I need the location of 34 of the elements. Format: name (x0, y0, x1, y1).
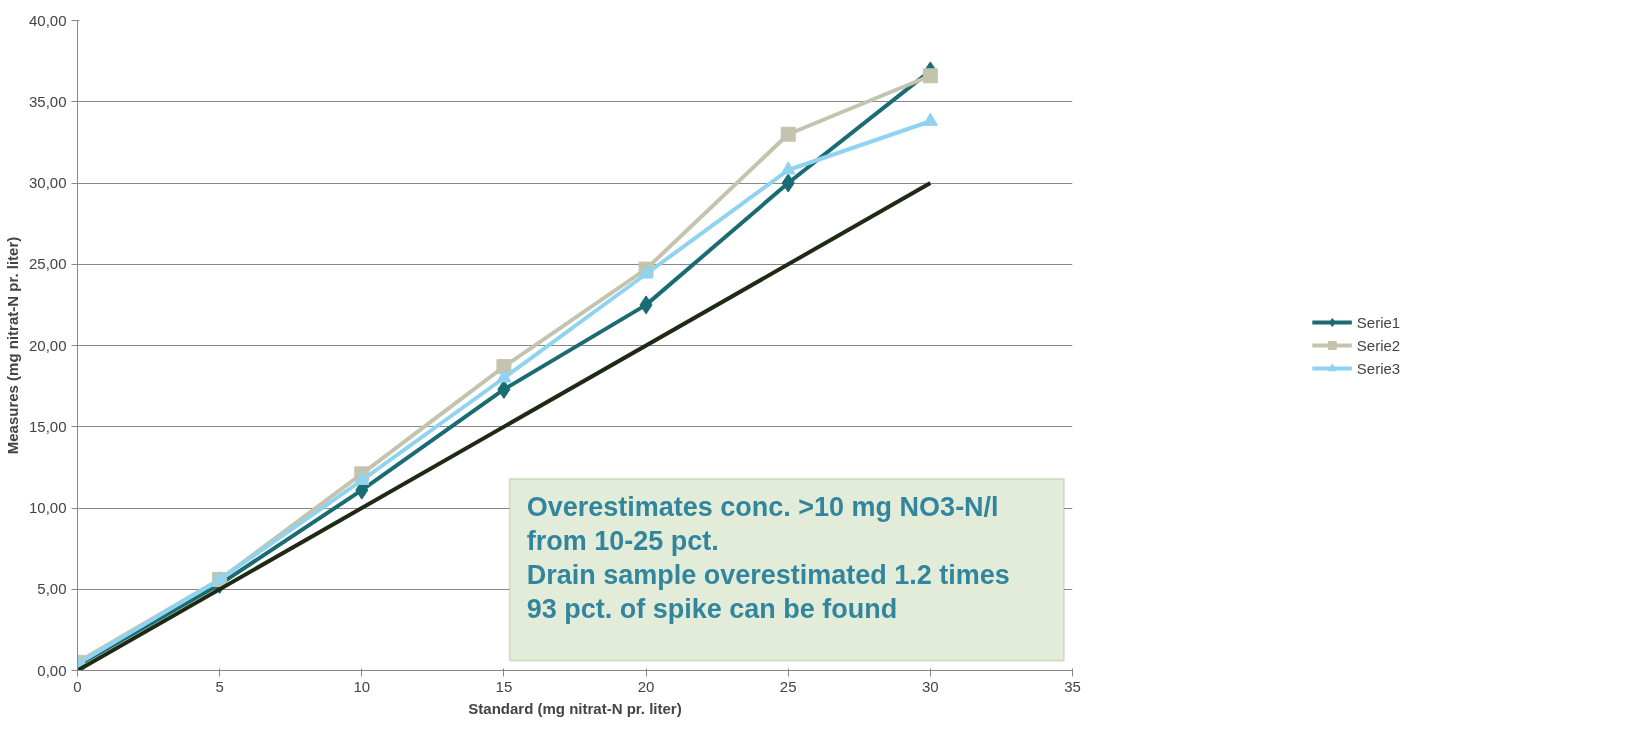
point (354, 471, 370, 485)
point (780, 126, 796, 142)
y-tick-label: 15,00 (28, 417, 67, 435)
legend-label: Serie3 (1356, 359, 1401, 377)
point (922, 112, 938, 126)
y-tick-label: 5,00 (37, 580, 67, 598)
y-tick-label: 30,00 (28, 174, 67, 191)
x-tick-label: 5 (215, 677, 224, 695)
x-tick-label: 20 (637, 677, 655, 695)
annotation: Overestimates conc. >10 mg NO3-N/l from 10-25 pct. (526, 491, 999, 556)
y-tick-label: 0,00 (37, 661, 67, 679)
point (922, 68, 938, 84)
y-tick-label: 20,00 (28, 336, 67, 354)
point (638, 265, 654, 279)
point (781, 173, 795, 193)
y-tick-label: 40,00 (28, 11, 67, 29)
x-tick-label: 0 (73, 677, 82, 695)
annotation: Drain sample overestimated 1.2 times (526, 559, 1010, 590)
legend-label: Serie1 (1356, 313, 1401, 331)
point (780, 161, 796, 175)
x-tick-label: 35 (1064, 677, 1081, 695)
x-tick-label: 15 (495, 677, 513, 695)
point (496, 369, 512, 383)
y-axis-title: Measures (mg nitrat-N pr. liter) (3, 236, 21, 455)
y-tick-label: 10,00 (28, 499, 67, 516)
annotation: 93 pct. of spike can be found (526, 593, 898, 624)
point (639, 295, 653, 315)
legend-label: Serie2 (1356, 336, 1401, 354)
y-tick-label: 35,00 (28, 92, 67, 110)
x-tick-label: 30 (922, 677, 939, 695)
x-axis-title: Standard (mg nitrat-N pr. liter) (468, 699, 682, 717)
x-tick-label: 25 (779, 677, 797, 695)
y-tick-label: 25,00 (28, 255, 67, 273)
x-tick-label: 10 (353, 677, 371, 695)
